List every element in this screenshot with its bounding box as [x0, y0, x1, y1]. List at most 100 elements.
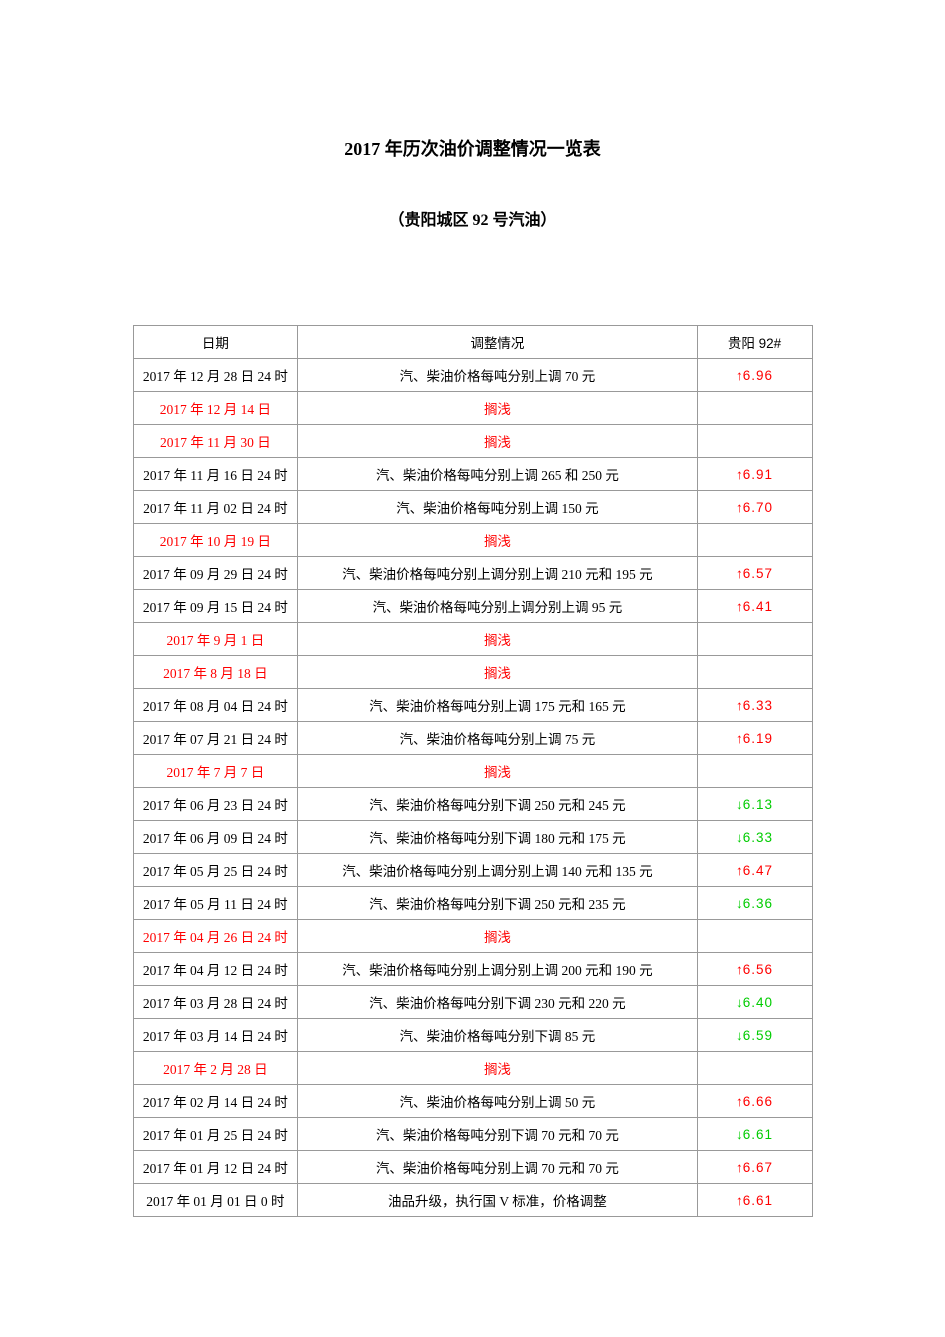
cell-description: 汽、柴油价格每吨分别下调 230 元和 220 元 [298, 986, 697, 1019]
cell-description: 汽、柴油价格每吨分别下调 180 元和 175 元 [298, 821, 697, 854]
cell-date: 2017 年 09 月 15 日 24 时 [133, 590, 298, 623]
arrow-up-icon: ↑ [736, 566, 743, 581]
arrow-up-icon: ↑ [736, 698, 743, 713]
cell-description: 汽、柴油价格每吨分别上调分别上调 140 元和 135 元 [298, 854, 697, 887]
table-row: 2017 年 05 月 11 日 24 时汽、柴油价格每吨分别下调 250 元和… [133, 887, 812, 920]
arrow-up-icon: ↑ [736, 467, 743, 482]
cell-description: 搁浅 [298, 656, 697, 689]
cell-date: 2017 年 8 月 18 日 [133, 656, 298, 689]
cell-date: 2017 年 11 月 02 日 24 时 [133, 491, 298, 524]
table-row: 2017 年 01 月 25 日 24 时汽、柴油价格每吨分别下调 70 元和 … [133, 1118, 812, 1151]
price-value: 6.59 [743, 1028, 773, 1043]
cell-description: 油品升级，执行国 V 标准，价格调整 [298, 1184, 697, 1217]
cell-price: ↓6.59 [697, 1019, 812, 1052]
cell-price: ↓6.33 [697, 821, 812, 854]
page-title: 2017 年历次油价调整情况一览表 [0, 135, 945, 161]
cell-date: 2017 年 09 月 29 日 24 时 [133, 557, 298, 590]
price-value: 6.33 [743, 830, 773, 845]
cell-date: 2017 年 05 月 11 日 24 时 [133, 887, 298, 920]
cell-description: 汽、柴油价格每吨分别上调 50 元 [298, 1085, 697, 1118]
table-row: 2017 年 08 月 04 日 24 时汽、柴油价格每吨分别上调 175 元和… [133, 689, 812, 722]
cell-date: 2017 年 10 月 19 日 [133, 524, 298, 557]
table-row: 2017 年 11 月 30 日搁浅 [133, 425, 812, 458]
table-row: 2017 年 01 月 12 日 24 时汽、柴油价格每吨分别上调 70 元和 … [133, 1151, 812, 1184]
cell-price [697, 392, 812, 425]
cell-description: 搁浅 [298, 755, 697, 788]
table-row: 2017 年 06 月 23 日 24 时汽、柴油价格每吨分别下调 250 元和… [133, 788, 812, 821]
table-row: 2017 年 03 月 14 日 24 时汽、柴油价格每吨分别下调 85 元↓6… [133, 1019, 812, 1052]
arrow-up-icon: ↑ [736, 599, 743, 614]
cell-price [697, 920, 812, 953]
price-table: 日期 调整情况 贵阳 92# 2017 年 12 月 28 日 24 时汽、柴油… [133, 325, 813, 1217]
cell-price [697, 755, 812, 788]
cell-description: 搁浅 [298, 392, 697, 425]
cell-date: 2017 年 05 月 25 日 24 时 [133, 854, 298, 887]
arrow-up-icon: ↑ [736, 1193, 743, 1208]
cell-date: 2017 年 06 月 09 日 24 时 [133, 821, 298, 854]
table-row: 2017 年 04 月 26 日 24 时搁浅 [133, 920, 812, 953]
page-subtitle: （贵阳城区 92 号汽油） [0, 206, 945, 230]
price-value: 6.96 [743, 368, 773, 383]
cell-price: ↑6.96 [697, 359, 812, 392]
cell-price: ↑6.70 [697, 491, 812, 524]
cell-price: ↓6.61 [697, 1118, 812, 1151]
price-value: 6.33 [743, 698, 773, 713]
cell-date: 2017 年 2 月 28 日 [133, 1052, 298, 1085]
table-row: 2017 年 02 月 14 日 24 时汽、柴油价格每吨分别上调 50 元↑6… [133, 1085, 812, 1118]
cell-date: 2017 年 02 月 14 日 24 时 [133, 1085, 298, 1118]
arrow-up-icon: ↑ [736, 1160, 743, 1175]
cell-price: ↑6.91 [697, 458, 812, 491]
arrow-up-icon: ↑ [736, 962, 743, 977]
cell-price: ↑6.47 [697, 854, 812, 887]
arrow-up-icon: ↑ [736, 368, 743, 383]
table-container: 日期 调整情况 贵阳 92# 2017 年 12 月 28 日 24 时汽、柴油… [0, 325, 945, 1217]
cell-price: ↑6.67 [697, 1151, 812, 1184]
arrow-down-icon: ↓ [736, 1028, 743, 1043]
price-value: 6.67 [743, 1160, 773, 1175]
price-value: 6.36 [743, 896, 773, 911]
table-row: 2017 年 04 月 12 日 24 时汽、柴油价格每吨分别上调分别上调 20… [133, 953, 812, 986]
cell-price: ↓6.36 [697, 887, 812, 920]
cell-price: ↑6.19 [697, 722, 812, 755]
arrow-up-icon: ↑ [736, 500, 743, 515]
table-row: 2017 年 09 月 29 日 24 时汽、柴油价格每吨分别上调分别上调 21… [133, 557, 812, 590]
cell-date: 2017 年 01 月 01 日 0 时 [133, 1184, 298, 1217]
cell-date: 2017 年 08 月 04 日 24 时 [133, 689, 298, 722]
price-value: 6.61 [743, 1193, 773, 1208]
price-value: 6.70 [743, 500, 773, 515]
cell-date: 2017 年 11 月 30 日 [133, 425, 298, 458]
arrow-down-icon: ↓ [736, 830, 743, 845]
table-row: 2017 年 8 月 18 日搁浅 [133, 656, 812, 689]
cell-date: 2017 年 11 月 16 日 24 时 [133, 458, 298, 491]
cell-description: 汽、柴油价格每吨分别下调 85 元 [298, 1019, 697, 1052]
cell-date: 2017 年 12 月 14 日 [133, 392, 298, 425]
cell-date: 2017 年 03 月 28 日 24 时 [133, 986, 298, 1019]
cell-price: ↑6.33 [697, 689, 812, 722]
cell-date: 2017 年 07 月 21 日 24 时 [133, 722, 298, 755]
price-value: 6.41 [743, 599, 773, 614]
cell-description: 汽、柴油价格每吨分别下调 70 元和 70 元 [298, 1118, 697, 1151]
cell-description: 汽、柴油价格每吨分别上调 70 元 [298, 359, 697, 392]
price-value: 6.19 [743, 731, 773, 746]
table-row: 2017 年 03 月 28 日 24 时汽、柴油价格每吨分别下调 230 元和… [133, 986, 812, 1019]
cell-description: 汽、柴油价格每吨分别下调 250 元和 235 元 [298, 887, 697, 920]
price-value: 6.47 [743, 863, 773, 878]
cell-description: 汽、柴油价格每吨分别上调 175 元和 165 元 [298, 689, 697, 722]
arrow-down-icon: ↓ [736, 896, 743, 911]
arrow-up-icon: ↑ [736, 731, 743, 746]
cell-description: 汽、柴油价格每吨分别上调分别上调 200 元和 190 元 [298, 953, 697, 986]
cell-price: ↑6.66 [697, 1085, 812, 1118]
table-row: 2017 年 2 月 28 日搁浅 [133, 1052, 812, 1085]
price-value: 6.66 [743, 1094, 773, 1109]
table-row: 2017 年 01 月 01 日 0 时油品升级，执行国 V 标准，价格调整 ↑6… [133, 1184, 812, 1217]
price-value: 6.13 [743, 797, 773, 812]
table-row: 2017 年 10 月 19 日搁浅 [133, 524, 812, 557]
cell-price [697, 425, 812, 458]
price-value: 6.61 [743, 1127, 773, 1142]
cell-date: 2017 年 03 月 14 日 24 时 [133, 1019, 298, 1052]
table-header-row: 日期 调整情况 贵阳 92# [133, 326, 812, 359]
cell-price [697, 656, 812, 689]
table-row: 2017 年 12 月 14 日搁浅 [133, 392, 812, 425]
cell-price [697, 1052, 812, 1085]
cell-description: 汽、柴油价格每吨分别上调 150 元 [298, 491, 697, 524]
